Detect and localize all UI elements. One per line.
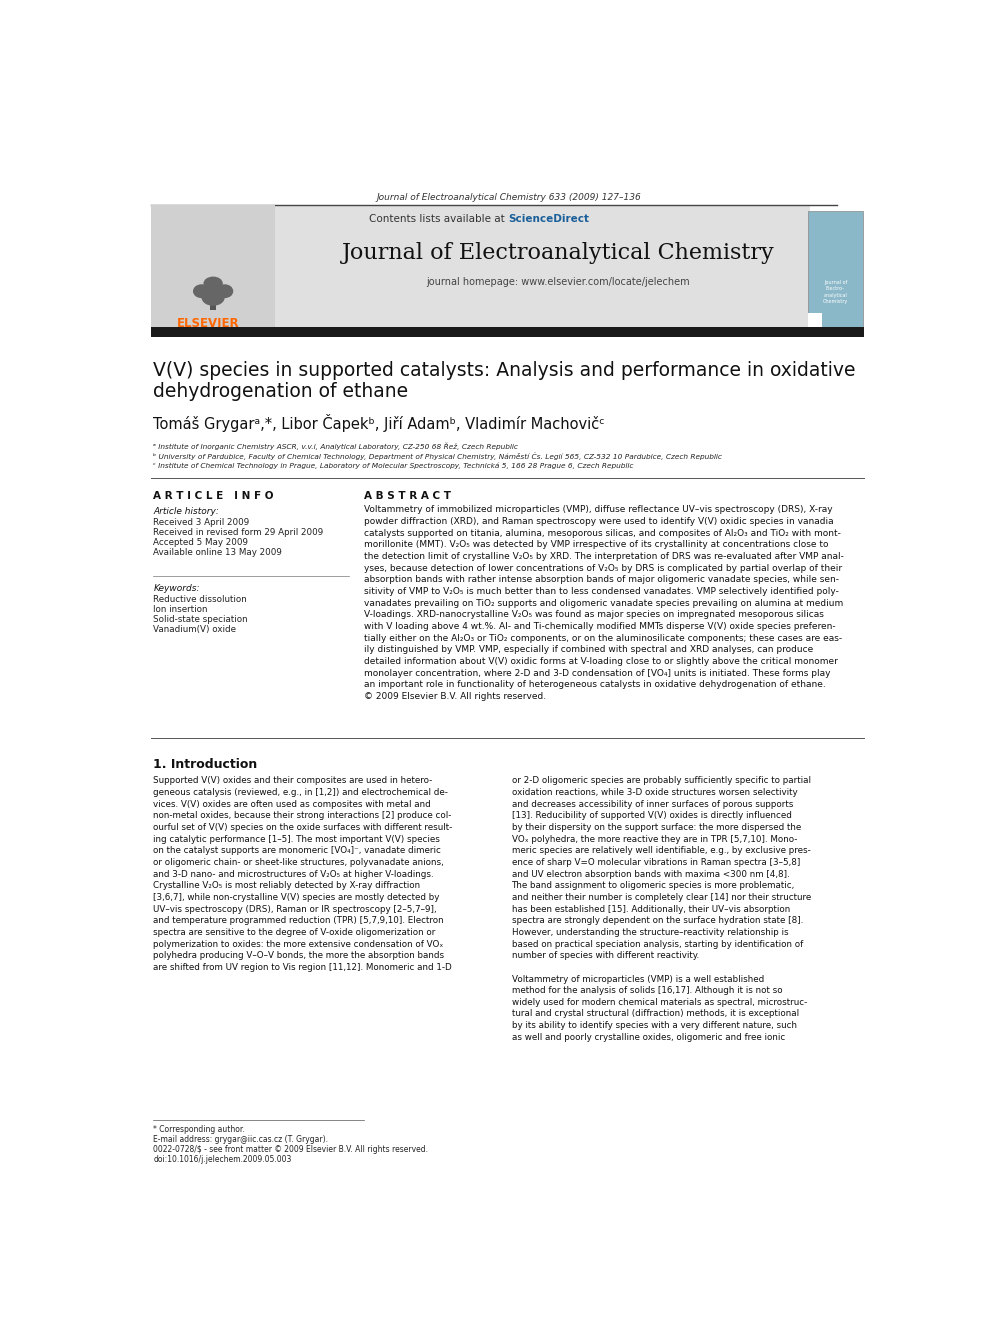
Bar [807, 312, 821, 327]
Bar [151, 205, 809, 328]
Bar [151, 205, 275, 328]
Text: Received 3 April 2009: Received 3 April 2009 [154, 517, 250, 527]
Text: Available online 13 May 2009: Available online 13 May 2009 [154, 548, 283, 557]
Text: ScienceDirect: ScienceDirect [509, 214, 589, 224]
Ellipse shape [216, 284, 233, 298]
Text: Reductive dissolution: Reductive dissolution [154, 594, 247, 603]
Text: ᶜ Institute of Chemical Technology in Prague, Laboratory of Molecular Spectrosco: ᶜ Institute of Chemical Technology in Pr… [154, 462, 634, 468]
Text: Contents lists available at: Contents lists available at [369, 214, 509, 224]
Ellipse shape [203, 277, 223, 291]
Text: Voltammetry of immobilized microparticles (VMP), diffuse reflectance UV–vis spec: Voltammetry of immobilized microparticle… [364, 505, 844, 701]
Bar [807, 212, 863, 327]
Text: Keywords:: Keywords: [154, 583, 200, 593]
Text: Journal of Electroanalytical Chemistry: Journal of Electroanalytical Chemistry [342, 242, 775, 263]
Text: Ion insertion: Ion insertion [154, 605, 208, 614]
Text: Article history:: Article history: [154, 507, 219, 516]
Text: * Corresponding author.: * Corresponding author. [154, 1125, 245, 1134]
Text: Journal of
Electro-
analytical
Chemistry: Journal of Electro- analytical Chemistry [822, 280, 848, 304]
Text: V(V) species in supported catalysts: Analysis and performance in oxidative: V(V) species in supported catalysts: Ana… [154, 360, 856, 380]
Text: or 2-D oligomeric species are probably sufficiently specific to partial
oxidatio: or 2-D oligomeric species are probably s… [512, 777, 810, 1041]
Text: journal homepage: www.elsevier.com/locate/jelechem: journal homepage: www.elsevier.com/locat… [427, 277, 690, 287]
Text: Solid-state speciation: Solid-state speciation [154, 615, 248, 623]
Text: A B S T R A C T: A B S T R A C T [364, 491, 451, 501]
Text: 1. Introduction: 1. Introduction [154, 758, 258, 771]
Text: 0022-0728/$ - see front matter © 2009 Elsevier B.V. All rights reserved.: 0022-0728/$ - see front matter © 2009 El… [154, 1146, 429, 1154]
Text: dehydrogenation of ethane: dehydrogenation of ethane [154, 382, 409, 401]
Bar [210, 294, 216, 310]
Ellipse shape [193, 284, 210, 298]
Text: Journal of Electroanalytical Chemistry 633 (2009) 127–136: Journal of Electroanalytical Chemistry 6… [376, 193, 641, 202]
Ellipse shape [201, 288, 225, 306]
Text: ELSEVIER: ELSEVIER [177, 316, 239, 329]
Text: ᵇ University of Pardubice, Faculty of Chemical Technology, Department of Physica: ᵇ University of Pardubice, Faculty of Ch… [154, 452, 722, 459]
Text: Accepted 5 May 2009: Accepted 5 May 2009 [154, 537, 248, 546]
Bar [151, 327, 864, 337]
Text: E-mail address: grygar@iic.cas.cz (T. Grygar).: E-mail address: grygar@iic.cas.cz (T. Gr… [154, 1135, 328, 1144]
Text: Tomáš Grygarᵃ,*, Libor Čapekᵇ, Jiří Adamᵇ, Vladimír Machovičᶜ: Tomáš Grygarᵃ,*, Libor Čapekᵇ, Jiří Adam… [154, 414, 605, 433]
Text: ᵃ Institute of Inorganic Chemistry ASCR, v.v.i, Analytical Laboratory, CZ-250 68: ᵃ Institute of Inorganic Chemistry ASCR,… [154, 442, 519, 450]
Text: doi:10.1016/j.jelechem.2009.05.003: doi:10.1016/j.jelechem.2009.05.003 [154, 1155, 292, 1164]
Text: Vanadium(V) oxide: Vanadium(V) oxide [154, 624, 236, 634]
Text: Supported V(V) oxides and their composites are used in hetero-
geneous catalysis: Supported V(V) oxides and their composit… [154, 777, 452, 972]
Text: A R T I C L E   I N F O: A R T I C L E I N F O [154, 491, 274, 501]
Text: Received in revised form 29 April 2009: Received in revised form 29 April 2009 [154, 528, 323, 537]
